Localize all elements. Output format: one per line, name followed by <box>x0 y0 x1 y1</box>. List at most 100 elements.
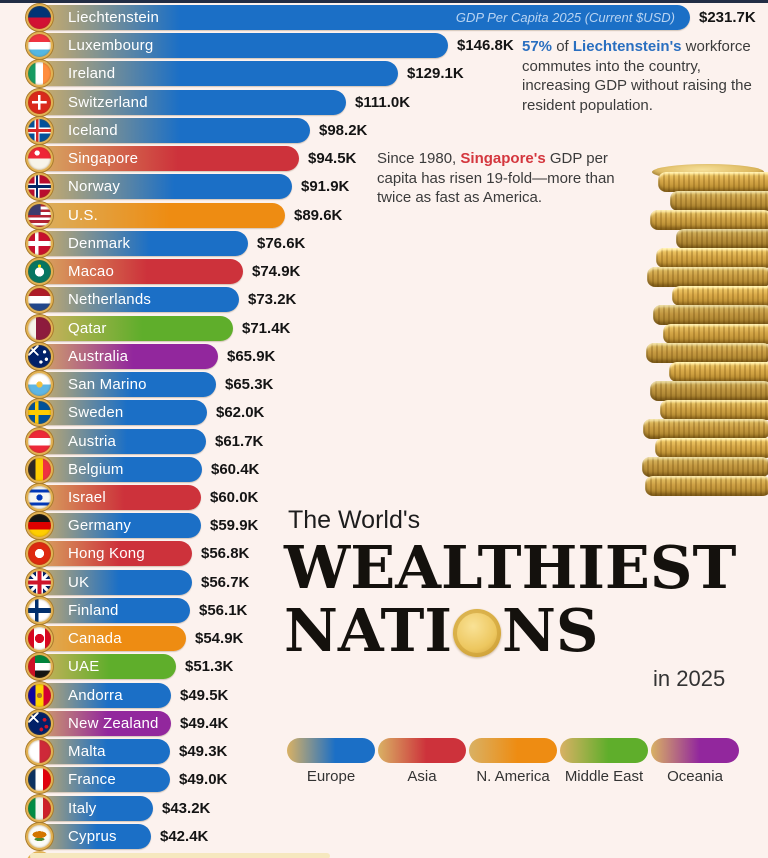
gdp-value: $62.0K <box>216 404 265 422</box>
coin-stack-image <box>634 164 768 496</box>
country-flag-icon <box>26 314 53 342</box>
region-legend: Europe Asia N. America Middle East Ocean… <box>287 738 739 785</box>
legend-label: Middle East <box>564 768 644 785</box>
country-name: Israel <box>68 488 106 506</box>
legend-item: Oceania <box>651 738 739 785</box>
country-row: Italy $43.2K <box>0 794 768 823</box>
gdp-bar: U.S. <box>30 202 285 228</box>
country-name: Norway <box>68 178 121 196</box>
legend-item: Asia <box>378 738 466 785</box>
gdp-value: $56.8K <box>201 545 250 563</box>
gdp-value: $129.1K <box>407 65 464 83</box>
country-flag-icon <box>26 145 53 173</box>
title-line-wealthiest: WEALTHIEST <box>284 533 737 602</box>
country-name: Denmark <box>68 234 131 252</box>
annotation-segment: Singapore's <box>460 150 546 167</box>
gdp-bar: Austria <box>30 428 206 454</box>
country-name: U.S. <box>68 206 98 224</box>
country-name: UAE <box>68 658 100 676</box>
gdp-bar: Luxembourg <box>30 33 448 59</box>
gdp-bar: Denmark <box>30 230 248 256</box>
country-flag-icon <box>26 568 53 596</box>
country-name: Malta <box>68 743 106 761</box>
coin <box>656 248 768 268</box>
gdp-bar: Malta <box>30 739 170 765</box>
country-row: Germany $59.9K <box>0 512 768 540</box>
title-nations-pre: NATI <box>284 596 452 665</box>
country-name: France <box>68 771 116 789</box>
annotation-segment: Liechtenstein's <box>572 38 682 55</box>
country-name: Ireland <box>68 65 116 83</box>
gdp-value: $65.3K <box>225 376 274 394</box>
gdp-bar: Hong Kong <box>30 541 192 567</box>
coin <box>676 229 768 249</box>
country-row: Liechtenstein GDP Per Capita 2025 (Curre… <box>0 4 768 32</box>
gdp-bar: Singapore <box>30 146 299 172</box>
gdp-bar: Ireland <box>30 61 398 87</box>
legend-item: Europe <box>287 738 375 785</box>
country-row: Qatar $71.4K <box>0 314 768 343</box>
gdp-value: $73.2K <box>248 291 297 309</box>
country-row: Finland $56.1K <box>0 596 768 625</box>
country-flag-icon <box>26 4 53 31</box>
country-flag-icon <box>26 258 53 286</box>
annotation-liechtenstein: 57% of Liechtenstein's workforce commute… <box>522 37 766 115</box>
coin <box>655 438 768 458</box>
gdp-value: $49.0K <box>179 771 228 789</box>
country-name: Austria <box>68 432 117 450</box>
gdp-bar: Belgium <box>30 456 202 482</box>
gdp-bar: Norway <box>30 174 292 200</box>
country-flag-icon <box>26 596 53 624</box>
annotation-segment: GDP per capita has risen 19-fold—more th… <box>377 150 615 206</box>
legend-color-pill <box>560 738 648 763</box>
country-row: Luxembourg $146.8K <box>0 32 768 60</box>
country-row: Sweden $62.0K <box>0 399 768 427</box>
legend-item: N. America <box>469 738 557 785</box>
legend-color-pill <box>378 738 466 763</box>
gdp-bar: Germany <box>30 513 201 539</box>
annotation-segment: 57% <box>522 38 553 55</box>
country-row: Belgium $60.4K <box>0 455 768 484</box>
country-flag-icon <box>26 286 53 314</box>
coin <box>653 305 768 325</box>
coin <box>643 419 768 439</box>
annotation-segment: workforce commutes into the country, inc… <box>522 38 752 114</box>
gdp-value: $91.9K <box>301 178 350 196</box>
country-name: Qatar <box>68 319 107 337</box>
coin <box>669 362 768 382</box>
country-flag-icon <box>26 681 53 709</box>
gdp-value: $54.9K <box>195 630 244 648</box>
country-name: Hong Kong <box>68 545 145 563</box>
gdp-value: $76.6K <box>257 234 306 252</box>
gdp-value: $60.0K <box>210 488 259 506</box>
country-flag-icon <box>26 483 53 511</box>
country-row: Netherlands $73.2K <box>0 286 768 314</box>
gdp-value: $231.7K <box>699 9 756 26</box>
country-flag-icon <box>26 201 53 229</box>
gdp-bar: France <box>30 767 170 793</box>
gdp-value: $146.8K <box>457 37 514 55</box>
gdp-bar: Iceland <box>30 117 310 143</box>
gdp-value: $61.7K <box>215 432 264 450</box>
gdp-value: $42.4K <box>160 827 209 845</box>
country-flag-icon <box>26 32 53 60</box>
country-row: Cyprus $42.4K <box>0 822 768 851</box>
gdp-value: $56.1K <box>199 601 248 619</box>
legend-color-pill <box>469 738 557 763</box>
country-flag-icon <box>26 822 53 850</box>
gdp-bar: Qatar <box>30 315 233 341</box>
gdp-bar: Netherlands <box>30 287 239 313</box>
axis-note: GDP Per Capita 2025 (Current $USD) <box>455 10 675 25</box>
country-name: Luxembourg <box>68 37 154 55</box>
country-row: France $49.0K <box>0 766 768 794</box>
cropped-next-bar <box>30 853 330 858</box>
coin <box>672 286 768 306</box>
country-name: San Marino <box>68 376 147 394</box>
gdp-value: $59.9K <box>210 517 259 535</box>
country-name: Germany <box>68 517 132 535</box>
country-row: Australia $65.9K <box>0 342 768 371</box>
legend-color-pill <box>287 738 375 763</box>
gdp-bar: Andorra <box>30 682 171 708</box>
legend-label: N. America <box>476 768 550 785</box>
